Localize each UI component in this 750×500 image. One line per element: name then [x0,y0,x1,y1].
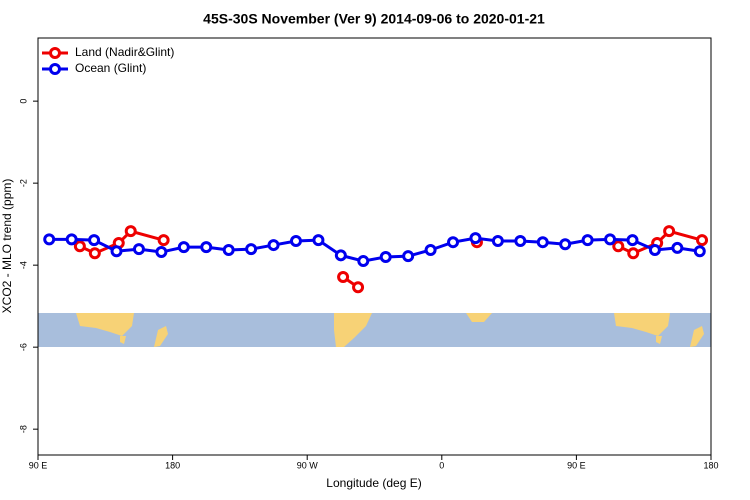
data-point [110,245,123,258]
legend-marker [49,63,61,75]
data-point [604,233,617,246]
y-tick-label: 0 [18,99,28,104]
y-axis-label: XCO2 - MLO trend (ppm) [0,179,14,314]
data-point [267,239,280,252]
data-point [626,234,639,247]
data-point [648,243,661,256]
data-point [124,225,137,238]
x-axis-label: Longitude (deg E) [326,476,421,490]
legend-marker [49,47,61,59]
y-tick-label: -2 [18,179,28,187]
data-point [424,243,437,256]
plot-frame [37,37,712,456]
data-point [352,281,365,294]
data-point [402,250,415,263]
data-point [663,225,676,238]
data-point [696,234,709,247]
data-point [379,250,392,263]
data-point [200,241,213,254]
data-point [671,241,684,254]
y-tick-label: -6 [18,343,28,351]
x-tick-label: 90 E [29,460,48,470]
y-tick-label: -4 [18,261,28,269]
x-tick-label: 90 E [567,460,586,470]
data-point [88,247,101,260]
data-point [612,240,625,253]
data-point [157,234,170,247]
y-tick-label: -8 [18,425,28,433]
data-point [581,234,594,247]
data-point [43,233,56,246]
data-point [559,238,572,251]
data-point [132,243,145,256]
data-point [357,255,370,268]
data-point [536,236,549,249]
data-point [177,241,190,254]
data-point [245,243,258,256]
map-strip [38,313,711,347]
data-point [73,240,86,253]
x-tick-label: 0 [439,460,444,470]
x-tick-label: 90 W [297,460,319,470]
data-point [155,246,168,259]
data-point [491,234,504,247]
data-point [693,245,706,258]
data-point [337,271,350,284]
chart-title: 45S-30S November (Ver 9) 2014-09-06 to 2… [203,11,545,27]
data-point [447,236,460,249]
x-tick-label: 180 [165,460,180,470]
data-point [289,234,302,247]
legend-label: Land (Nadir&Glint) [75,45,174,59]
legend-label: Ocean (Glint) [75,61,146,75]
data-point [312,234,325,247]
x-tick-label: 180 [703,460,718,470]
data-point [222,243,235,256]
data-point [627,247,640,260]
data-point [514,234,527,247]
data-point [88,234,101,247]
data-point [469,232,482,245]
data-point [65,233,78,246]
data-point [334,249,347,262]
series-line [49,236,701,263]
